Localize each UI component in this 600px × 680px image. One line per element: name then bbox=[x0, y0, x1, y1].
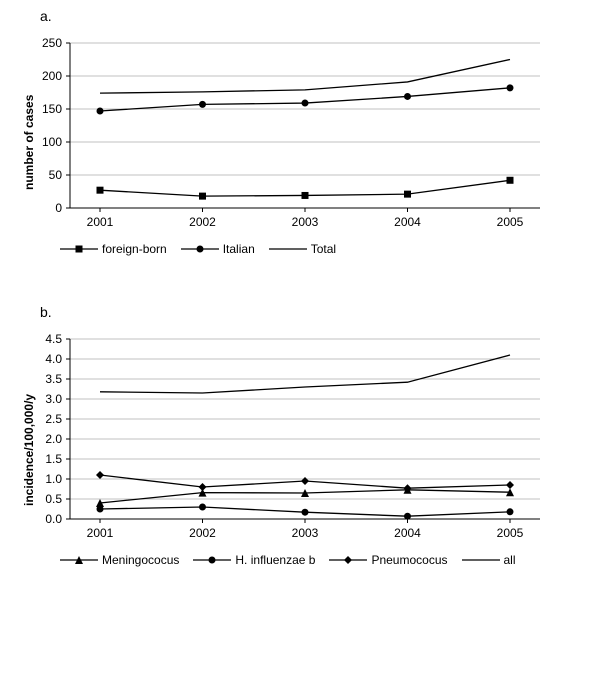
chart-b-legend-item: Meningococus bbox=[60, 553, 179, 567]
chart-a-legend: foreign-born Italian Total bbox=[0, 238, 600, 266]
chart-a-y-label: number of cases bbox=[22, 95, 36, 190]
svg-text:50: 50 bbox=[49, 168, 63, 182]
svg-text:2001: 2001 bbox=[87, 526, 114, 540]
legend-label: Italian bbox=[223, 242, 255, 256]
svg-text:2001: 2001 bbox=[87, 215, 114, 229]
svg-text:0.5: 0.5 bbox=[45, 492, 62, 506]
svg-text:1.5: 1.5 bbox=[45, 452, 62, 466]
svg-text:2004: 2004 bbox=[394, 526, 421, 540]
panel-b-label: b. bbox=[0, 296, 600, 324]
svg-text:2005: 2005 bbox=[497, 526, 524, 540]
svg-text:2004: 2004 bbox=[394, 215, 421, 229]
chart-a-container: a. number of cases 0 50 100 150 200 250 2001 20… bbox=[0, 0, 600, 266]
svg-text:200: 200 bbox=[42, 69, 62, 83]
svg-text:2.0: 2.0 bbox=[45, 432, 62, 446]
svg-text:100: 100 bbox=[42, 135, 62, 149]
svg-text:0: 0 bbox=[55, 201, 62, 215]
legend-label: H. influenzae b bbox=[235, 553, 315, 567]
svg-text:3.0: 3.0 bbox=[45, 392, 62, 406]
legend-label: foreign-born bbox=[102, 242, 167, 256]
svg-text:150: 150 bbox=[42, 102, 62, 116]
chart-b-legend-item: all bbox=[462, 553, 516, 567]
svg-text:2003: 2003 bbox=[292, 215, 319, 229]
chart-a-legend-item: foreign-born bbox=[60, 242, 167, 256]
svg-text:4.5: 4.5 bbox=[45, 332, 62, 346]
chart-a-legend-item: Italian bbox=[181, 242, 255, 256]
chart-b-legend-item: Pneumococus bbox=[329, 553, 447, 567]
svg-text:3.5: 3.5 bbox=[45, 372, 62, 386]
svg-text:250: 250 bbox=[42, 36, 62, 50]
chart-a: 0 50 100 150 200 250 2001 2002 2003 2004 2005 bbox=[0, 28, 560, 238]
svg-text:2002: 2002 bbox=[189, 526, 216, 540]
svg-text:0.0: 0.0 bbox=[45, 512, 62, 526]
chart-a-legend-item: Total bbox=[269, 242, 336, 256]
legend-label: Pneumococus bbox=[371, 553, 447, 567]
chart-b-y-label: incidence/100,000/y bbox=[22, 394, 36, 506]
svg-text:2002: 2002 bbox=[189, 215, 216, 229]
chart-b: 0.0 0.5 1.0 1.5 2.0 2.5 3.0 3.5 4.0 4.5 2001 2002 20… bbox=[0, 324, 560, 549]
svg-text:2005: 2005 bbox=[497, 215, 524, 229]
chart-b-legend: Meningococus H. influenzae b Pneumococus al… bbox=[0, 549, 600, 577]
svg-text:4.0: 4.0 bbox=[45, 352, 62, 366]
legend-label: Meningococus bbox=[102, 553, 179, 567]
legend-label: Total bbox=[311, 242, 336, 256]
svg-text:2.5: 2.5 bbox=[45, 412, 62, 426]
chart-b-container: b. incidence/100,000/y 0.0 0.5 1.0 1.5 2.0 2.… bbox=[0, 296, 600, 577]
svg-text:2003: 2003 bbox=[292, 526, 319, 540]
legend-label: all bbox=[504, 553, 516, 567]
panel-a-label: a. bbox=[0, 0, 600, 28]
chart-b-legend-item: H. influenzae b bbox=[193, 553, 315, 567]
svg-text:1.0: 1.0 bbox=[45, 472, 62, 486]
